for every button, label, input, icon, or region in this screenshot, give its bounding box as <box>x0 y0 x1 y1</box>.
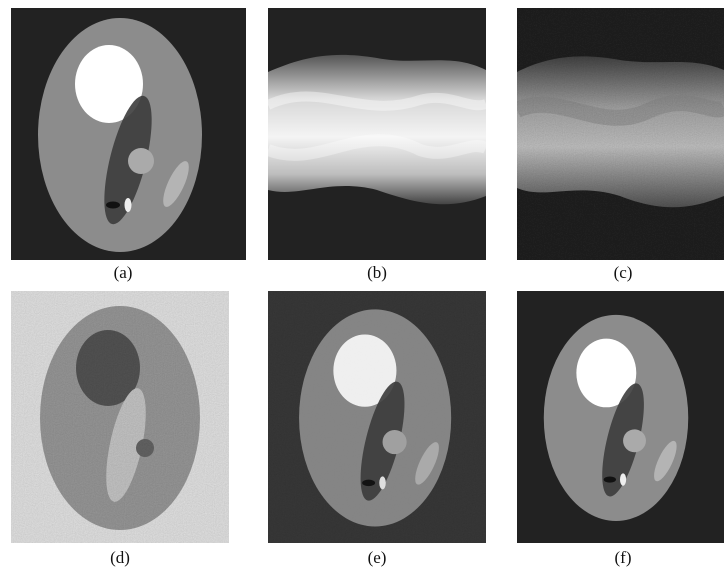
caption: (b) <box>367 263 387 282</box>
caption: (f) <box>615 548 632 567</box>
caption: (c) <box>614 263 633 282</box>
panel-c <box>517 8 724 260</box>
panel-a <box>11 8 246 260</box>
figure: (a) (b) (c) (d) (e) (f) <box>0 0 724 576</box>
panel-b <box>268 8 486 260</box>
panel-d <box>11 291 229 543</box>
panel-e <box>268 291 486 543</box>
panel-f <box>517 291 724 543</box>
caption: (a) <box>114 263 133 282</box>
caption: (e) <box>368 548 387 567</box>
caption: (d) <box>110 548 130 567</box>
